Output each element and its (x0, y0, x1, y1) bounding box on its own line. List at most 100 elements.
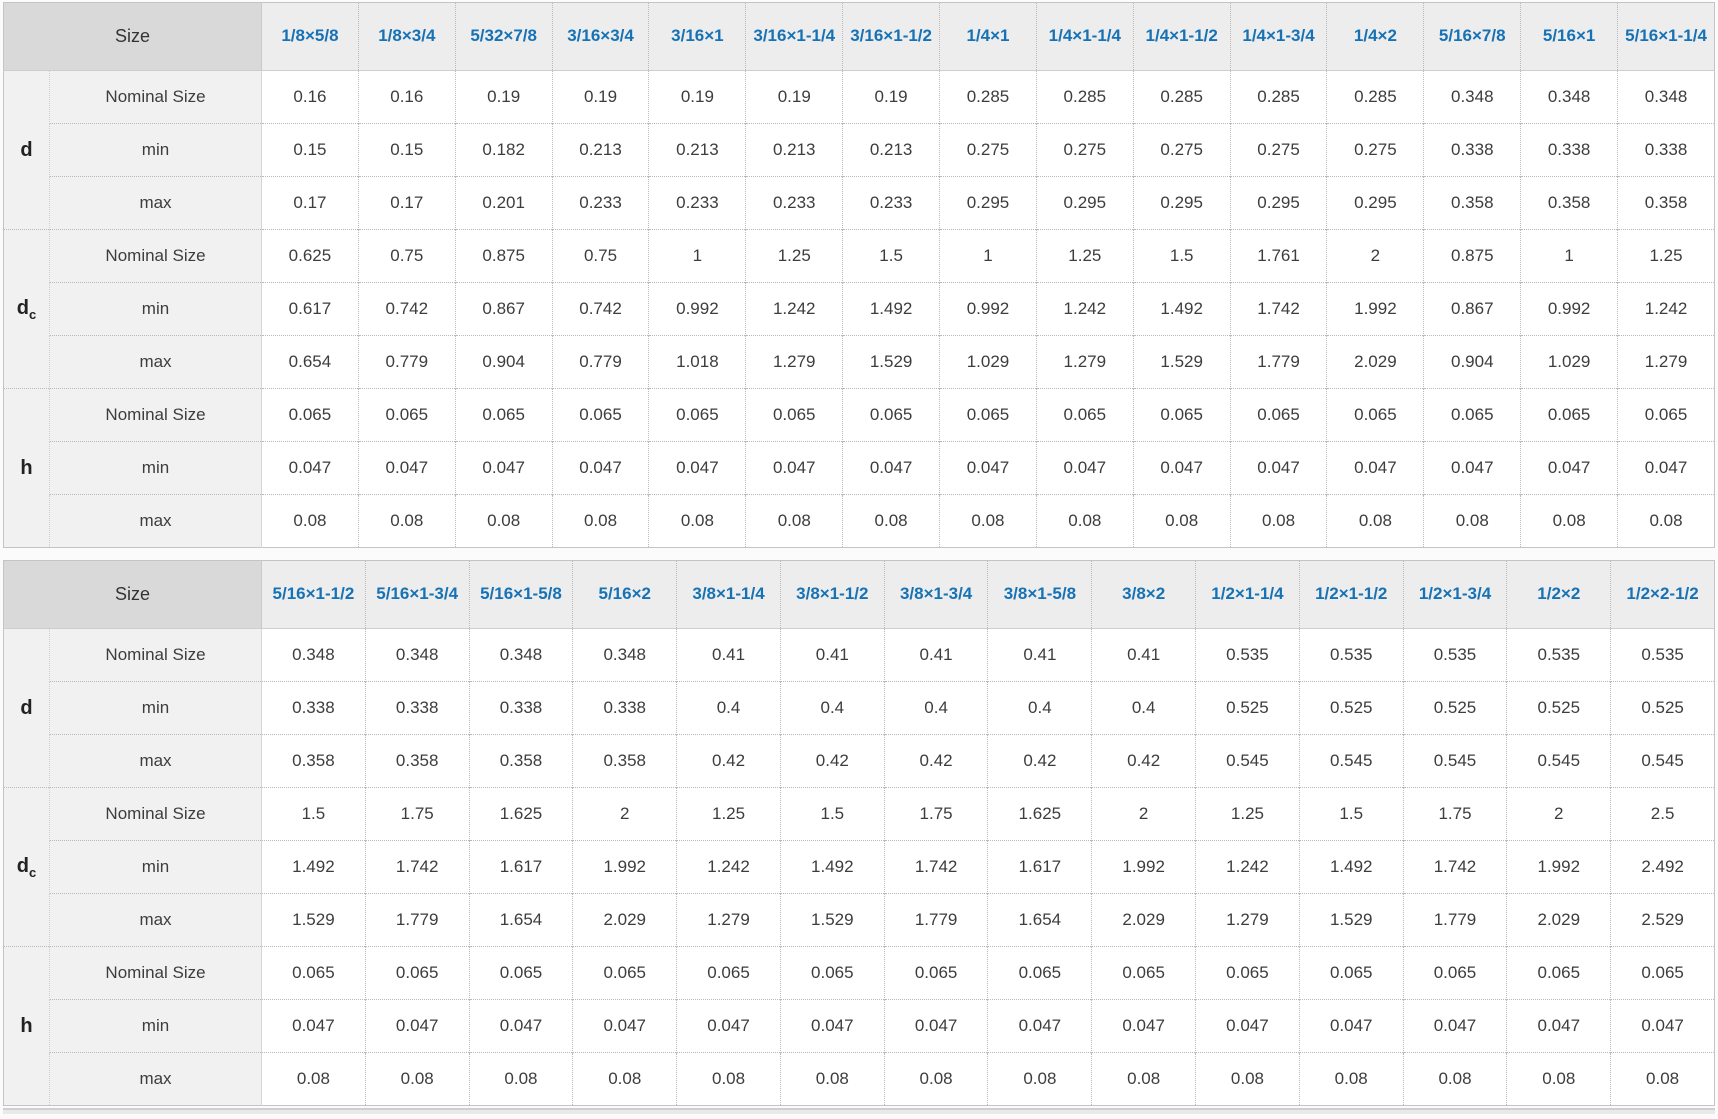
table-gap (3, 548, 1715, 560)
value-cell: 0.904 (1423, 335, 1521, 389)
value-cell: 0.065 (1520, 388, 1618, 442)
column-header-size-link[interactable]: 3/8×2 (1091, 560, 1196, 629)
column-header-size-link[interactable]: 5/16×1-3/4 (364, 560, 470, 629)
value-cell: 0.358 (468, 734, 573, 788)
column-header-size-link[interactable]: 1/4×2 (1326, 2, 1424, 71)
value-cell: 0.285 (1035, 70, 1134, 124)
column-header-size-link[interactable]: 5/32×7/8 (454, 2, 553, 71)
column-header-size-link[interactable]: 3/8×1-3/4 (883, 560, 988, 629)
value-cell: 0.358 (364, 734, 470, 788)
value-cell: 0.08 (551, 494, 649, 548)
value-cell: 1.492 (842, 282, 940, 336)
value-cell: 0.535 (1610, 628, 1715, 682)
value-cell: 0.047 (364, 999, 470, 1053)
column-header-size-link[interactable]: 1/8×3/4 (357, 2, 456, 71)
value-cell: 0.047 (1035, 441, 1134, 495)
value-cell: 0.295 (1035, 176, 1134, 230)
value-cell: 0.047 (1326, 441, 1424, 495)
value-cell: 0.75 (357, 229, 456, 283)
value-cell: 0.047 (261, 441, 359, 495)
value-cell: 0.065 (572, 946, 677, 1000)
value-cell: 0.065 (1402, 946, 1507, 1000)
row-label: max (48, 734, 263, 788)
column-header-size-link[interactable]: 5/16×1-1/4 (1617, 2, 1715, 71)
value-cell: 0.065 (1423, 388, 1521, 442)
column-header-size-link[interactable]: 1/8×5/8 (261, 2, 359, 71)
value-cell: 0.15 (357, 123, 456, 177)
column-header-size-link[interactable]: 3/8×1-5/8 (987, 560, 1092, 629)
value-cell: 1.5 (1132, 229, 1231, 283)
value-cell: 0.4 (779, 681, 885, 735)
value-cell: 1.25 (1195, 787, 1300, 841)
value-cell: 0.047 (1402, 999, 1507, 1053)
table-row: h Nominal Size 0.065 0.065 0.065 0.065 0.065 0.… (3, 388, 1715, 548)
value-cell: 0.065 (1298, 946, 1404, 1000)
column-header-size-link[interactable]: 1/4×1-1/2 (1132, 2, 1231, 71)
value-cell: 1.617 (468, 840, 573, 894)
value-cell: 0.08 (1298, 1052, 1404, 1106)
value-cell: 0.16 (357, 70, 456, 124)
value-cell: 1.761 (1229, 229, 1327, 283)
value-cell: 0.047 (551, 441, 649, 495)
column-header-size-link[interactable]: 5/16×1 (1520, 2, 1618, 71)
value-cell: 1.742 (364, 840, 470, 894)
value-cell: 1.492 (1132, 282, 1231, 336)
value-cell: 0.08 (1520, 494, 1618, 548)
value-cell: 0.19 (842, 70, 940, 124)
value-cell: 1.617 (987, 840, 1092, 894)
column-header-size-link[interactable]: 3/16×3/4 (551, 2, 649, 71)
value-cell: 1.242 (1035, 282, 1134, 336)
column-header-size-link[interactable]: 3/16×1-1/4 (745, 2, 843, 71)
column-header-size-link[interactable]: 1/4×1 (939, 2, 1037, 71)
next-table-top-edge (3, 1108, 1715, 1114)
value-cell: 1.992 (1326, 282, 1424, 336)
value-cell: 1.279 (676, 893, 781, 947)
value-cell: 1.75 (883, 787, 988, 841)
value-cell: 0.065 (364, 946, 470, 1000)
value-cell: 0.047 (1132, 441, 1231, 495)
value-cell: 0.065 (883, 946, 988, 1000)
column-header-size-link[interactable]: 5/16×1-1/2 (261, 560, 366, 629)
column-header-size-link[interactable]: 5/16×2 (572, 560, 677, 629)
value-cell: 0.08 (454, 494, 553, 548)
value-cell: 0.065 (261, 946, 366, 1000)
value-cell: 0.42 (1091, 734, 1196, 788)
column-header-size-link[interactable]: 3/8×1-1/4 (676, 560, 781, 629)
size-header-cell: Size (3, 2, 263, 71)
header-row: Size 1/8×5/8 1/8×3/4 5/32×7/8 3/16×3/4 3/16×1… (3, 2, 1715, 71)
group-label-h: h (3, 946, 50, 1106)
value-cell: 0.358 (572, 734, 677, 788)
value-cell: 0.065 (1610, 946, 1715, 1000)
value-cell: 0.08 (1035, 494, 1134, 548)
column-header-size-link[interactable]: 5/16×7/8 (1423, 2, 1521, 71)
column-header-size-link[interactable]: 1/4×1-1/4 (1035, 2, 1134, 71)
value-cell: 0.08 (1091, 1052, 1196, 1106)
value-cell: 2 (1326, 229, 1424, 283)
value-cell: 1.625 (468, 787, 573, 841)
group-label-dc: dc (3, 787, 50, 947)
column-header-size-link[interactable]: 1/4×1-3/4 (1229, 2, 1327, 71)
value-cell: 0.348 (364, 628, 470, 682)
column-header-size-link[interactable]: 1/2×2 (1506, 560, 1611, 629)
spec-table-1: Size 1/8×5/8 1/8×3/4 5/32×7/8 3/16×3/4 3/16×1… (3, 2, 1715, 548)
value-cell: 0.19 (454, 70, 553, 124)
value-cell: 0.08 (357, 494, 456, 548)
column-header-size-link[interactable]: 3/16×1 (648, 2, 746, 71)
column-header-size-link[interactable]: 1/2×1-3/4 (1402, 560, 1507, 629)
table-row: min 0.338 0.338 0.338 0.338 0.4 0.4 0.4 0.4 0.4 0.… (4, 681, 1715, 735)
column-header-size-link[interactable]: 1/2×1-1/4 (1195, 560, 1300, 629)
column-header-size-link[interactable]: 3/16×1-1/2 (842, 2, 940, 71)
value-cell: 1.242 (1195, 840, 1300, 894)
value-cell: 0.17 (261, 176, 359, 230)
value-cell: 0.065 (357, 388, 456, 442)
value-cell: 0.182 (454, 123, 553, 177)
value-cell: 1.25 (1617, 229, 1715, 283)
column-header-size-link[interactable]: 1/2×2-1/2 (1610, 560, 1715, 629)
column-header-size-link[interactable]: 3/8×1-1/2 (779, 560, 885, 629)
value-cell: 1.5 (1298, 787, 1404, 841)
value-cell: 0.742 (551, 282, 649, 336)
value-cell: 0.065 (987, 946, 1092, 1000)
column-header-size-link[interactable]: 5/16×1-5/8 (468, 560, 573, 629)
column-header-size-link[interactable]: 1/2×1-1/2 (1298, 560, 1404, 629)
